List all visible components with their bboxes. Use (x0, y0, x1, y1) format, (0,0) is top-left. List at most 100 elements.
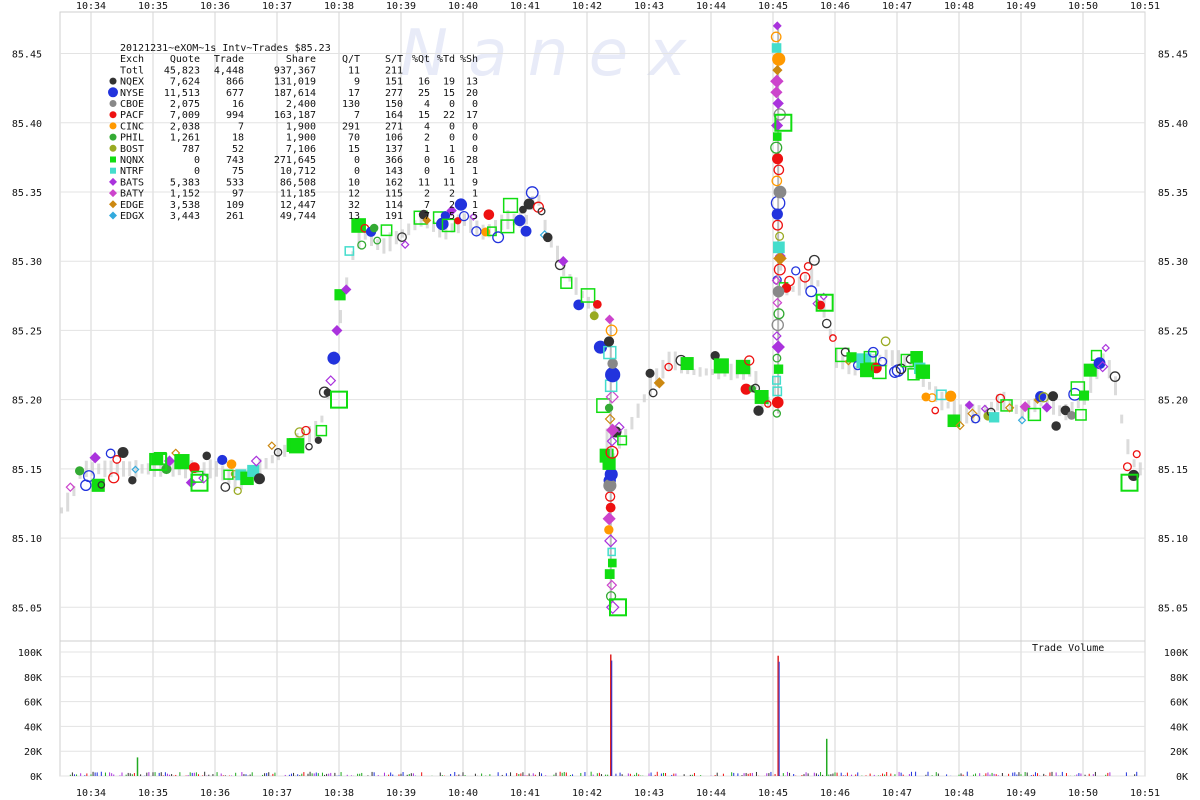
table-cell-ntrf: 10,712 (280, 166, 316, 177)
table-cell-nqnx: NQNX (120, 155, 144, 166)
table-cell-cboe: 4 (424, 99, 430, 110)
trade-marker-nqex (808, 254, 820, 266)
x-tick-label-bottom: 10:38 (324, 788, 354, 799)
table-cell-edge: 32 (348, 200, 360, 211)
table-cell-cinc: 1,900 (286, 121, 316, 132)
quote-band (407, 223, 411, 236)
table-header-sh: %Sh (460, 54, 478, 65)
table-cell-baty: 12 (348, 189, 360, 200)
x-tick-label-bottom: 10:44 (696, 788, 726, 799)
x-tick-label-bottom: 10:46 (820, 788, 850, 799)
quote-band (754, 371, 758, 390)
table-header-qt: %Qt (412, 54, 430, 65)
table-cell-ntrf: 75 (232, 166, 244, 177)
trade-marker-ntrf (607, 547, 616, 557)
table-total-cell: Totl (120, 65, 144, 76)
trade-marker-nqnx (1000, 399, 1013, 412)
quote-band (549, 236, 553, 248)
trade-marker-nqnx (617, 435, 628, 446)
trade-marker-cinc (604, 525, 614, 535)
trade-marker-pacf (816, 300, 826, 310)
table-cell-edge: 7 (424, 200, 430, 211)
quote-band (450, 223, 454, 233)
trade-marker-nqex (305, 442, 313, 451)
quote-band (605, 428, 609, 449)
table-cell-bost: BOST (120, 144, 144, 155)
quote-band (791, 285, 795, 292)
trade-marker-bats (771, 331, 782, 341)
quote-band (996, 394, 1000, 411)
trade-marker-nqnx-large (149, 452, 168, 471)
x-tick-label-bottom: 10:45 (758, 788, 788, 799)
trade-marker-phil (373, 236, 382, 245)
quote-band (562, 257, 566, 276)
trade-marker-nqex (117, 446, 129, 458)
table-cell-bost: 0 (472, 144, 478, 155)
quote-band (109, 460, 113, 478)
trade-marker-nqex (1060, 405, 1071, 416)
table-cell-nqex: 866 (226, 77, 244, 88)
table-cell-cboe: 0 (449, 99, 455, 110)
trade-marker-pacf (1122, 462, 1132, 472)
table-cell-bost: 52 (232, 144, 244, 155)
table-cell-edge: 114 (385, 200, 403, 211)
quote-band (146, 463, 150, 475)
trade-marker-nqnx-large (190, 473, 209, 492)
trade-marker-cinc (771, 175, 783, 187)
price-tick-label-left: 85.10 (12, 534, 42, 545)
trade-marker-bats (341, 284, 352, 295)
trade-marker-nqex (1051, 421, 1061, 431)
quote-band (959, 404, 962, 423)
price-tick-label-left: 85.05 (12, 603, 42, 614)
table-cell-bost: 787 (182, 144, 200, 155)
trade-marker-bats (771, 340, 785, 354)
x-tick-label-top: 10:34 (76, 1, 106, 12)
table-cell-nqnx: 0 (354, 155, 360, 166)
table-cell-nqex: 16 (418, 77, 430, 88)
table-cell-bost: 1 (449, 144, 455, 155)
table-cell-edge: 1 (472, 200, 478, 211)
trade-marker-bats (250, 455, 262, 467)
trade-marker-nqnx (174, 454, 190, 470)
quote-band (277, 449, 280, 461)
trade-marker-bats (1096, 360, 1109, 373)
table-cell-bats: 11 (443, 177, 455, 188)
quote-band (1058, 405, 1062, 417)
trade-marker-phil (773, 308, 785, 320)
trade-marker-nqex (314, 436, 322, 444)
table-cell-nqex: 19 (443, 77, 455, 88)
quote-band (890, 350, 894, 367)
trade-marker-nqnx (863, 350, 877, 364)
trade-marker-nqnx (151, 453, 164, 466)
trade-marker-edge (267, 441, 277, 451)
price-tick-label-left: 85.25 (12, 326, 42, 337)
table-cell-pacf: 164 (385, 110, 403, 121)
table-cell-pacf: 163,187 (274, 110, 316, 121)
trade-marker-edgx (131, 465, 140, 474)
quote-band (698, 367, 702, 377)
quote-band (171, 461, 175, 477)
x-tick-label-bottom: 10:43 (634, 788, 664, 799)
quote-band (159, 460, 163, 477)
table-cell-bats: 9 (472, 177, 478, 188)
quote-band (1095, 359, 1099, 380)
table-header-exch: Exch (120, 54, 144, 65)
quote-band (382, 238, 386, 254)
table-cell-bost: 137 (385, 144, 403, 155)
table-cell-nqnx: 0 (424, 155, 430, 166)
x-tick-label-bottom: 10:36 (200, 788, 230, 799)
trade-marker-edge (422, 215, 432, 225)
table-cell-edge: 2 (449, 200, 455, 211)
quote-band (1021, 407, 1024, 420)
table-cell-baty: 2 (449, 189, 455, 200)
table-cell-ntrf: 143 (385, 166, 403, 177)
x-tick-label-top: 10:50 (1068, 1, 1098, 12)
trade-marker-nyse (514, 214, 526, 227)
trade-marker-cboe (772, 285, 785, 298)
x-tick-label-bottom: 10:40 (448, 788, 478, 799)
price-tick-label-right: 85.40 (1158, 119, 1188, 130)
trade-marker-nyse (217, 454, 228, 466)
quote-band (1045, 395, 1049, 410)
trade-marker-bats (772, 21, 782, 31)
table-header-st: S/T (385, 54, 403, 65)
